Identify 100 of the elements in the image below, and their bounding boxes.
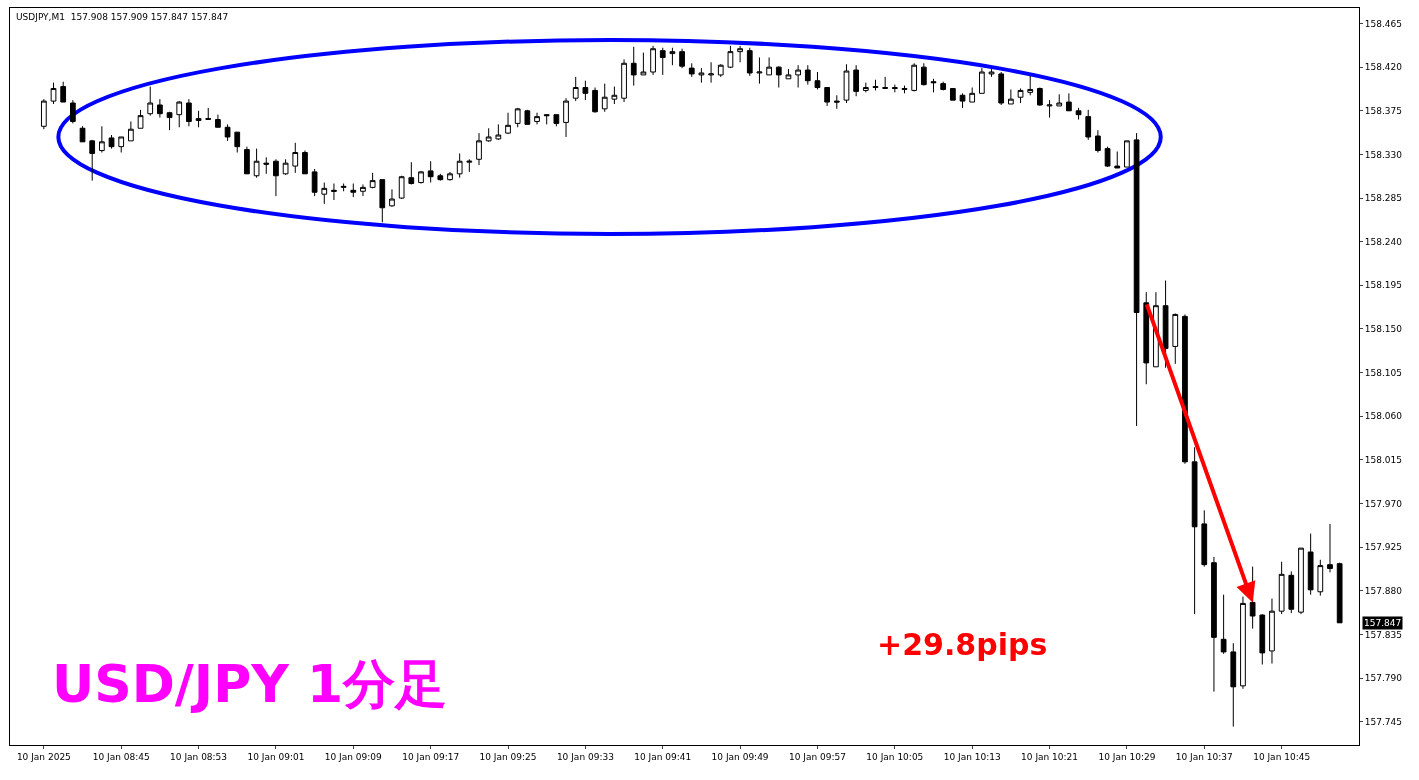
x-tick-label: 10 Jan 09:25 [479,751,537,762]
y-tick-label: 157.790 [1364,673,1403,684]
candlestick [1288,570,1295,614]
candlestick [302,150,308,175]
candlestick [1317,559,1324,597]
x-tick-label: 10 Jan 09:57 [788,751,846,762]
candlestick [360,183,366,197]
y-tick-label: 158.150 [1364,324,1403,335]
candlestick [273,158,279,197]
candlestick [621,58,627,103]
y-tick-label: 158.105 [1364,367,1403,378]
candlestick [1075,107,1082,121]
candlestick [998,71,1005,106]
x-tick-label: 10 Jan 09:41 [634,751,692,762]
candlestick [746,47,753,77]
x-tick-label: 10 Jan 08:53 [170,751,228,762]
candlestick [311,168,318,197]
candlestick [505,112,511,135]
candlestick [708,61,714,84]
candlestick [1220,594,1227,655]
candlestick [582,80,589,101]
candlestick [205,107,212,121]
candlestick [988,68,995,78]
candlestick [282,158,289,176]
candlestick [1046,99,1053,119]
candlestick [949,87,956,101]
candlestick [1269,598,1275,665]
candlestick [1027,75,1034,96]
candlestick [1085,109,1092,141]
candlestick [1133,132,1140,427]
candlestick [456,152,463,179]
candlestick [166,111,173,131]
candlestick [843,63,850,104]
candlestick [89,139,96,182]
y-tick-label: 158.420 [1364,62,1403,73]
candlestick [1298,547,1304,615]
candlestick [1104,146,1111,168]
candlestick [698,67,705,84]
candlestick [611,86,618,105]
candlestick [688,62,695,78]
x-tick-label: 10 Jan 09:33 [556,751,614,762]
candlestick [108,134,115,150]
x-tick-label: 10 Jan 09:09 [324,751,383,762]
candlestick [756,56,763,85]
y-tick-label: 158.285 [1364,193,1403,204]
candlestick [1172,312,1179,365]
candlestick [872,79,879,91]
candlestick [930,78,937,93]
candlestick [128,120,134,142]
candlestick [959,92,966,109]
x-tick-label: 10 Jan 10:29 [1098,751,1156,762]
candlestick [1191,446,1198,615]
candlestick [911,62,918,92]
y-tick-label: 158.375 [1364,105,1403,116]
candlestick [331,183,337,201]
x-tick-label: 10 Jan 10:21 [1021,751,1079,762]
candlestick [1211,556,1217,693]
candlestick [853,64,860,97]
candlestick [99,125,105,153]
x-tick-label: 10 Jan 10:05 [866,751,924,762]
candlestick [814,71,821,90]
candlestick [253,148,260,179]
candlestick [147,86,154,117]
candlestick [1037,87,1043,107]
candlestick [1056,93,1063,107]
candlestick [553,114,560,127]
candlestick [775,65,782,89]
y-tick-label: 157.745 [1364,716,1403,727]
y-tick-label: 157.880 [1364,585,1403,596]
candlestick [485,127,492,142]
candlestick [418,170,424,185]
candlestick [1201,509,1208,568]
candlestick [534,112,540,125]
candlestick [369,172,376,189]
y-tick-label: 157.835 [1364,629,1403,640]
x-tick-label: 10 Jan 09:17 [402,751,460,762]
candlestick [514,107,521,128]
candlestick [1162,280,1169,369]
y-tick-label: 157.970 [1364,498,1403,509]
candlestick [640,52,647,76]
annotation: +29.8pips [877,627,1048,662]
candlestick [563,97,569,138]
candlestick [669,47,676,66]
candlestick [427,160,434,184]
candlestick [1008,88,1014,105]
candlestick [292,142,299,174]
candlestick [940,81,947,91]
text: 157.847 [1364,618,1402,628]
candlestick [862,82,869,93]
candlestick [766,56,772,76]
candlestick [727,45,734,69]
candlestick [495,123,502,140]
candlestick [1182,313,1188,465]
candlestick [785,68,792,80]
y-tick-label: 158.465 [1364,18,1403,29]
candlestick [60,81,67,103]
x-tick-label: 10 Jan 08:45 [92,751,150,762]
candlestick [795,64,801,89]
candlestick [601,83,608,113]
candlestick [340,183,347,192]
